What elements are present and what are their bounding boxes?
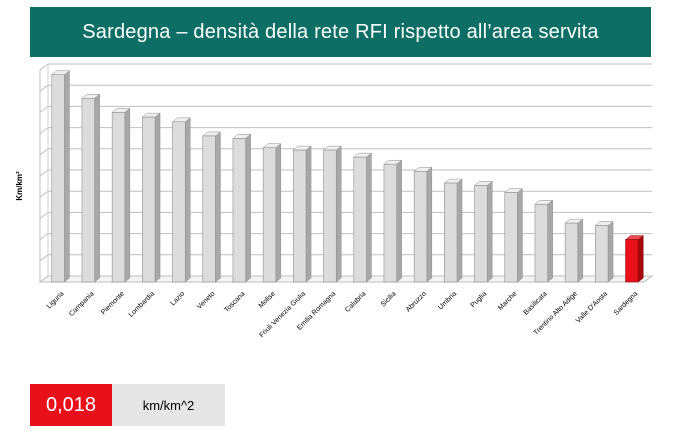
- gridline-side: [39, 127, 49, 134]
- x-tick-label: Molise: [258, 290, 277, 309]
- kpi-box: 0,018 km/km^2: [30, 384, 225, 426]
- y-axis-label: Km/km²: [15, 171, 24, 201]
- bar-basilicata: [534, 203, 548, 283]
- x-tick-label: Lazio: [170, 290, 187, 307]
- x-tick-label: Liguria: [46, 290, 66, 310]
- x-tick-label: Lombardia: [128, 290, 156, 318]
- x-tick-label: Umbria: [437, 290, 458, 311]
- bar-side-piemonte: [124, 107, 131, 283]
- x-tick-label: Abruzzo: [405, 290, 428, 313]
- bar-side-liguria: [64, 70, 70, 283]
- bar-lombardia: [142, 116, 156, 283]
- gridline-side: [39, 233, 49, 241]
- bar-sardegna: [625, 239, 639, 283]
- x-tick-label: Puglia: [470, 290, 489, 309]
- gridline-side: [39, 63, 49, 71]
- x-tick-label: Sicilia: [380, 290, 398, 308]
- x-tick-label: Toscana: [223, 290, 246, 313]
- gridline-side: [39, 148, 49, 156]
- bar-puglia: [474, 185, 488, 283]
- bar-marche: [504, 192, 518, 283]
- gridline-side: [39, 84, 49, 92]
- x-tick-label: Marche: [497, 290, 519, 312]
- bar-toscana: [232, 138, 246, 283]
- bar-chart: Km/km² Liguria Campania Piemonte Lombardia La…: [15, 63, 654, 339]
- gridline-side: [39, 106, 49, 113]
- bar-piemonte: [111, 112, 126, 283]
- x-tick-label: Calabria: [344, 290, 367, 313]
- bar-side-sicilia: [396, 159, 402, 283]
- bar-side-campania: [94, 93, 100, 283]
- x-tick-label: Piemonte: [100, 290, 126, 316]
- bar-lazio: [172, 121, 186, 283]
- bar-campania: [81, 97, 95, 283]
- gridline-side: [39, 211, 49, 219]
- bar-side-trentino-alto-adige: [577, 218, 584, 283]
- bar-side-molise: [275, 143, 282, 283]
- bar-side-umbria: [456, 178, 463, 283]
- bar-trentino-alto-adige: [564, 222, 579, 283]
- x-tick-label: Veneto: [196, 290, 216, 310]
- kpi-unit: km/km^2: [112, 384, 225, 426]
- bar-side-basilicata: [547, 199, 553, 283]
- bar-molise: [262, 147, 277, 283]
- x-tick-label: Basilicata: [523, 290, 549, 316]
- title-banner: Sardegna – densità della rete RFI rispet…: [30, 7, 651, 57]
- gridline-side: [39, 169, 49, 177]
- x-tick-label: Campania: [68, 290, 96, 318]
- bar-abruzzo: [413, 170, 428, 283]
- bar-side-puglia: [486, 180, 493, 283]
- chart-floor: [38, 275, 654, 283]
- x-tick-label: Valle D'Aosta: [575, 290, 609, 324]
- gridline-side: [39, 254, 49, 262]
- bar-sicilia: [383, 163, 397, 283]
- bar-side-veneto: [215, 131, 221, 283]
- bar-emilia-romagna: [323, 149, 337, 283]
- bar-side-lazio: [184, 117, 191, 283]
- bar-side-emilia-romagna: [335, 145, 342, 283]
- bar-side-calabria: [366, 152, 372, 283]
- bar-side-friuli-venezia-giulia: [305, 145, 312, 283]
- bar-umbria: [444, 182, 458, 283]
- bar-side-marche: [517, 187, 523, 283]
- bar-friuli-venezia-giulia: [293, 149, 307, 283]
- bar-side-toscana: [245, 133, 251, 283]
- gridline-side: [39, 190, 49, 198]
- x-tick-label: Sardegna: [613, 290, 639, 316]
- bar-liguria: [51, 74, 65, 283]
- bar-side-sardegna: [637, 235, 644, 283]
- bar-calabria: [353, 156, 367, 283]
- bar-side-lombardia: [154, 112, 161, 283]
- chart-title: Sardegna – densità della rete RFI rispet…: [82, 20, 599, 43]
- bar-veneto: [202, 135, 216, 283]
- bar-side-valle-d-aosta: [607, 220, 614, 283]
- kpi-value: 0,018: [30, 384, 112, 426]
- bar-valle-d-aosta: [595, 225, 609, 283]
- bar-side-abruzzo: [426, 166, 433, 283]
